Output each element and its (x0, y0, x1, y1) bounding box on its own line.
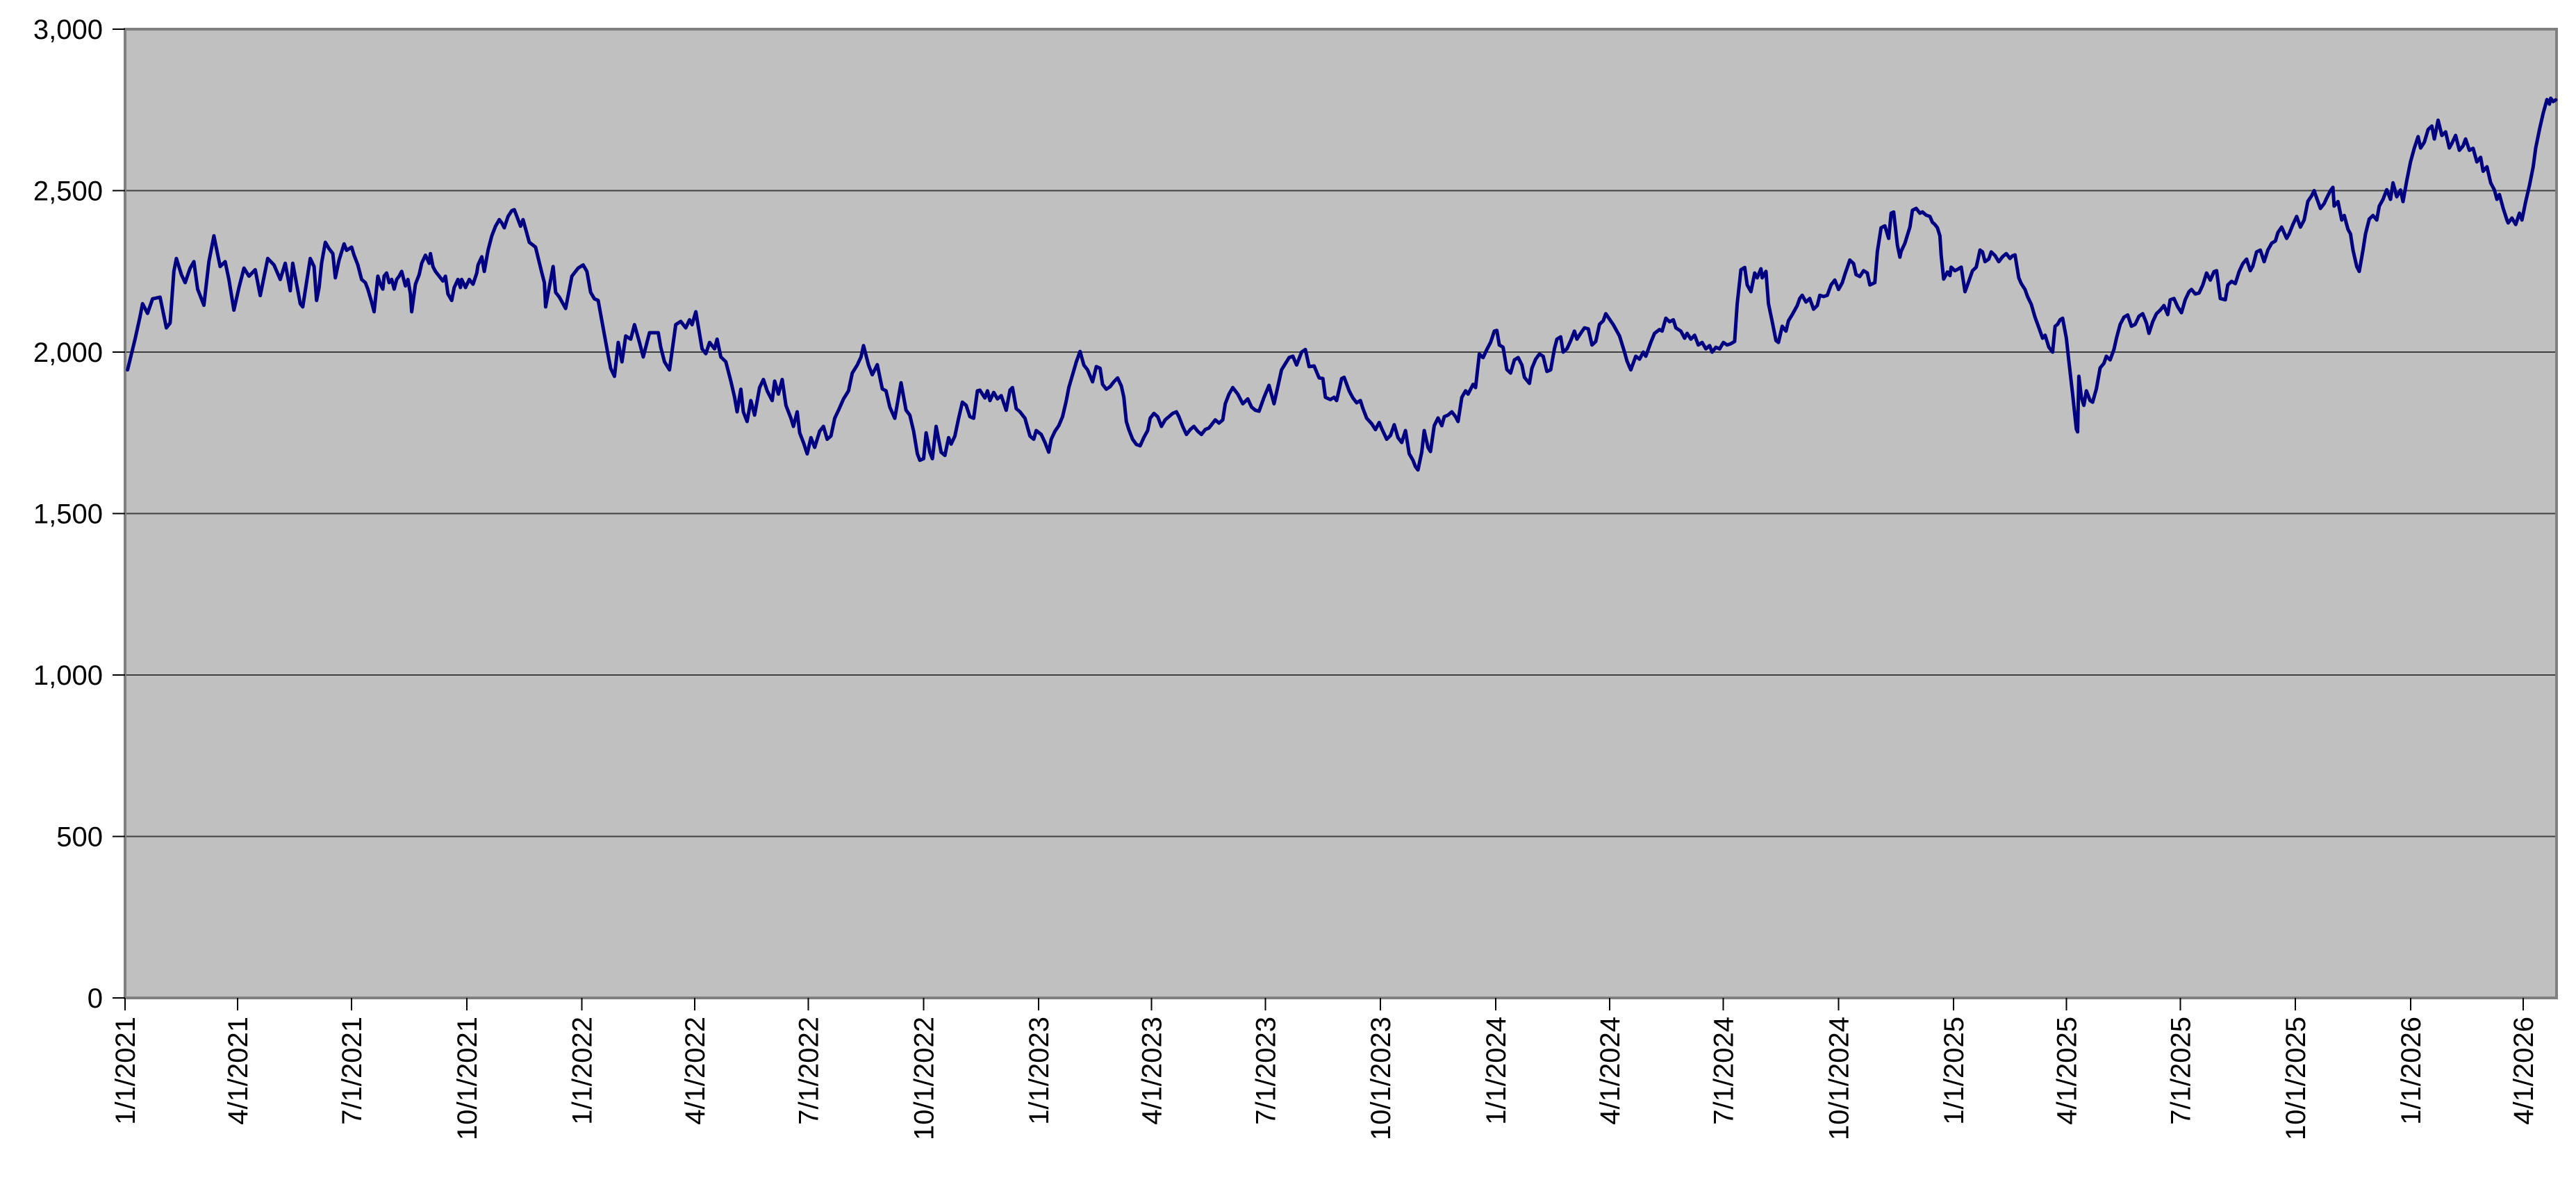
y-axis-label: 1,500 (33, 499, 103, 530)
x-axis-label: 10/1/2022 (909, 1017, 939, 1140)
x-axis-label: 1/1/2025 (1939, 1017, 1970, 1125)
x-axis: 1/1/2021 4/1/2021 7/1/2021 10/1/2021 1/1/202… (110, 998, 2539, 1140)
y-axis-label: 3,000 (33, 15, 103, 45)
x-axis-label: 7/1/2025 (2165, 1017, 2196, 1125)
x-axis-label: 4/1/2022 (680, 1017, 711, 1125)
x-axis-label: 4/1/2024 (1595, 1017, 1626, 1125)
x-axis-label: 10/1/2023 (1366, 1017, 1396, 1140)
x-axis-label: 10/1/2021 (452, 1017, 483, 1140)
x-axis-label: 1/1/2023 (1024, 1017, 1055, 1125)
y-axis-label: 1,000 (33, 660, 103, 691)
x-axis-label: 7/1/2022 (794, 1017, 825, 1125)
x-axis-label: 7/1/2024 (1709, 1017, 1740, 1125)
x-axis-label: 4/1/2025 (2051, 1017, 2082, 1125)
x-axis-label: 1/1/2022 (568, 1017, 598, 1125)
x-axis-label: 1/1/2024 (1481, 1017, 1512, 1125)
x-axis-label: 4/1/2023 (1137, 1017, 1167, 1125)
x-axis-label: 10/1/2024 (1824, 1017, 1854, 1140)
x-axis-label: 7/1/2023 (1250, 1017, 1281, 1125)
y-axis-label: 500 (56, 822, 103, 853)
y-axis-label: 2,500 (33, 176, 103, 207)
x-axis-label: 1/1/2021 (110, 1017, 141, 1125)
x-axis-label: 7/1/2021 (337, 1017, 368, 1125)
series-line-price-index (126, 97, 2558, 472)
x-axis-label: 4/1/2021 (223, 1017, 254, 1125)
y-axis-label: 2,000 (33, 338, 103, 368)
y-axis-label: 0 (88, 983, 103, 1014)
x-axis-label: 10/1/2025 (2281, 1017, 2311, 1140)
x-axis-label: 1/1/2026 (2396, 1017, 2427, 1125)
x-axis-label: 4/1/2026 (2509, 1017, 2539, 1125)
gridlines (125, 190, 2557, 838)
y-axis: 0 500 1,000 1,500 2,000 2,500 3,000 (33, 15, 125, 1014)
